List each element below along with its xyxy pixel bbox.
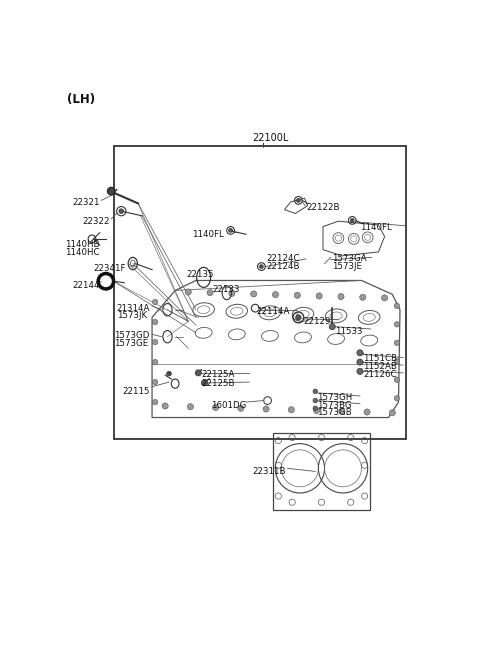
Circle shape (213, 404, 219, 411)
Text: 1573GD: 1573GD (114, 331, 149, 340)
Circle shape (187, 403, 193, 410)
Circle shape (251, 291, 257, 297)
Circle shape (167, 371, 171, 376)
Circle shape (260, 264, 264, 268)
Text: 22100L: 22100L (252, 133, 288, 142)
Circle shape (357, 350, 363, 356)
Text: 22129: 22129 (303, 318, 330, 327)
Circle shape (338, 293, 344, 300)
Text: 1140FL: 1140FL (360, 224, 392, 232)
Text: 22135: 22135 (186, 270, 214, 279)
Text: 22144: 22144 (72, 281, 99, 290)
Circle shape (228, 228, 232, 232)
Text: 1573JE: 1573JE (332, 262, 362, 271)
Bar (273, 433, 370, 510)
Text: 1573GB: 1573GB (317, 408, 351, 417)
Text: 22124C: 22124C (266, 255, 300, 263)
Text: 22122B: 22122B (306, 203, 339, 213)
Circle shape (263, 406, 269, 412)
Circle shape (360, 294, 366, 300)
Circle shape (329, 323, 336, 330)
Text: 1152AB: 1152AB (363, 362, 397, 371)
Text: 22125A: 22125A (201, 370, 235, 379)
Circle shape (153, 400, 158, 405)
Text: 22124B: 22124B (266, 262, 300, 271)
Circle shape (350, 218, 354, 222)
Circle shape (339, 408, 345, 415)
Circle shape (364, 409, 370, 415)
Circle shape (313, 407, 320, 413)
Text: 21126C: 21126C (363, 370, 396, 379)
Circle shape (153, 379, 158, 385)
Circle shape (185, 289, 192, 295)
Text: 1140HC: 1140HC (65, 248, 99, 257)
Circle shape (153, 339, 158, 345)
Text: 22311B: 22311B (252, 467, 286, 476)
Circle shape (229, 290, 235, 297)
Text: 1601DG: 1601DG (211, 401, 246, 409)
Circle shape (394, 303, 400, 308)
Text: 1573JK: 1573JK (117, 311, 147, 320)
Circle shape (316, 293, 322, 299)
Circle shape (394, 396, 400, 401)
Circle shape (394, 359, 400, 364)
Text: 1573GE: 1573GE (114, 339, 148, 348)
Circle shape (297, 199, 300, 202)
Circle shape (288, 407, 294, 413)
Circle shape (357, 368, 363, 375)
Bar (114, 146, 406, 439)
Text: 21314A: 21314A (117, 304, 150, 312)
Circle shape (382, 295, 388, 301)
Circle shape (119, 209, 123, 213)
Circle shape (394, 340, 400, 346)
Text: 1573GA: 1573GA (332, 255, 367, 263)
Circle shape (394, 321, 400, 327)
Circle shape (201, 380, 207, 386)
Text: 22125B: 22125B (201, 379, 235, 388)
Circle shape (153, 319, 158, 325)
Text: 1151CB: 1151CB (363, 354, 397, 363)
Circle shape (313, 406, 318, 411)
Text: 11533: 11533 (336, 327, 363, 336)
Text: 22322: 22322 (83, 216, 110, 226)
Text: 22115: 22115 (123, 387, 150, 396)
Circle shape (294, 292, 300, 298)
Circle shape (195, 370, 201, 376)
Circle shape (162, 403, 168, 409)
Text: 1573BG: 1573BG (317, 401, 351, 409)
Text: 22133: 22133 (212, 285, 240, 294)
Circle shape (296, 315, 301, 320)
Circle shape (313, 398, 318, 403)
Circle shape (153, 299, 158, 305)
Circle shape (108, 188, 115, 195)
Circle shape (273, 291, 278, 298)
Circle shape (207, 289, 213, 296)
Text: 1140FL: 1140FL (192, 230, 224, 239)
Text: (LH): (LH) (67, 92, 96, 106)
Text: 1140HB: 1140HB (65, 240, 99, 249)
Circle shape (313, 389, 318, 394)
Text: 22321: 22321 (72, 198, 99, 207)
Text: 22114A: 22114A (257, 308, 290, 316)
Circle shape (238, 405, 244, 411)
Circle shape (394, 377, 400, 382)
Text: 1573GH: 1573GH (317, 393, 352, 402)
Text: 22341F: 22341F (94, 264, 126, 272)
Circle shape (389, 410, 396, 416)
Circle shape (153, 359, 158, 365)
Circle shape (357, 359, 363, 365)
